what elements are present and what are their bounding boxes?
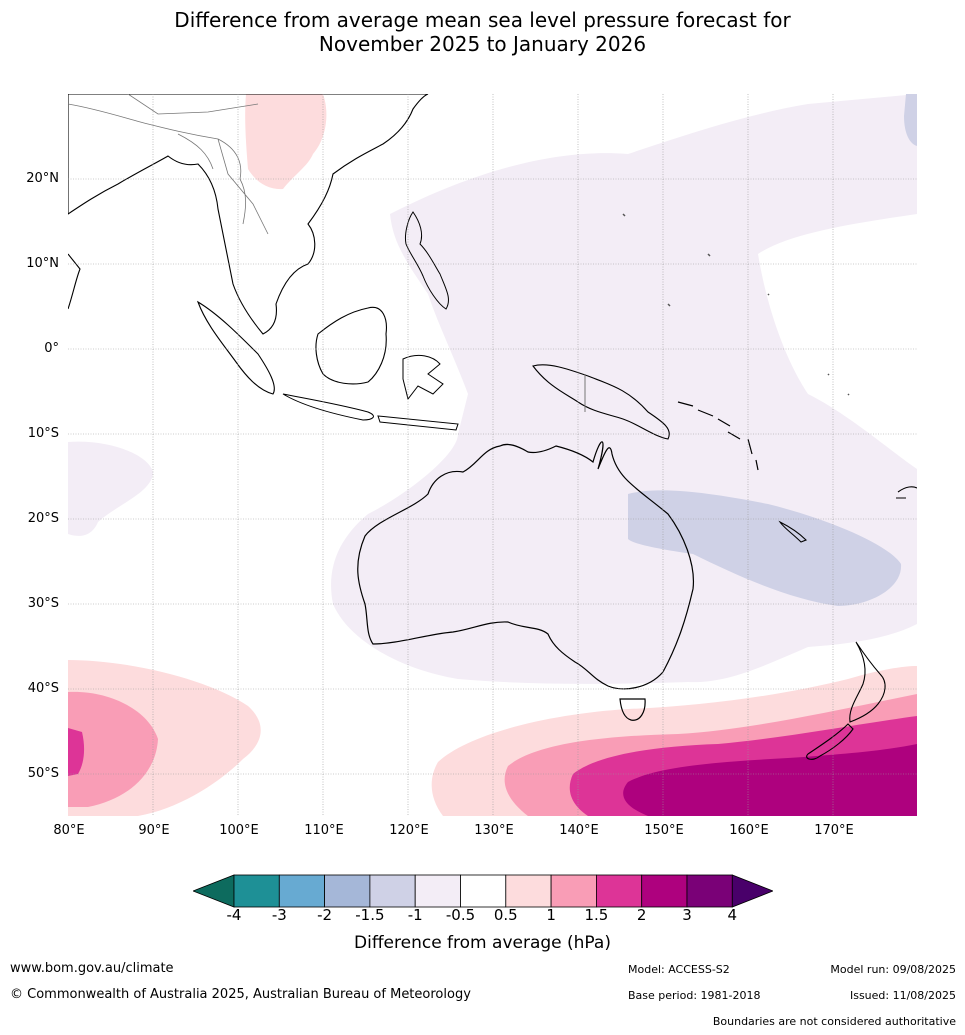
anomaly-region-lavender-blue-ne [904,94,917,146]
lat-label-20s: 20°S [27,511,59,526]
lesser-sunda-coastline [377,415,459,431]
colorbar-swatch [505,874,552,908]
lat-label-10n: 10°N [26,256,59,271]
lon-label-130e: 130°E [474,823,514,838]
footer-model: Model: ACCESS-S2 [628,963,730,976]
lon-label-170e: 170°E [814,823,854,838]
new-zealand-coastline [806,641,886,760]
colorbar-swatch [460,874,507,908]
lon-label-140e: 140°E [559,823,599,838]
colorbar-tick-label: 3 [682,906,692,924]
colorbar-swatch [324,874,371,908]
colorbar-swatch [641,874,688,908]
colorbar-label: Difference from average (hPa) [354,933,611,953]
colorbar [191,874,775,908]
lat-label-30s: 30°S [27,596,59,611]
colorbar-tick-label: -4 [226,906,242,924]
anomaly-region-pink-sw [68,691,158,807]
vanuatu-islands [747,438,759,471]
pressure-anomaly-map [68,94,917,816]
colorbar-extend-high [731,874,775,908]
footer-base-period: Base period: 1981-2018 [628,989,761,1002]
lat-label-20n: 20°N [26,171,59,186]
australia-coastline [357,441,695,690]
lon-label-120e: 120°E [389,823,429,838]
lat-label-50s: 50°S [27,766,59,781]
lat-label-equator: 0° [44,341,59,356]
colorbar-tick-label: 4 [727,906,738,924]
footer-copyright: © Commonwealth of Australia 2025, Austra… [10,987,471,1002]
country-borders [68,94,269,235]
sulawesi-coastline [402,354,444,401]
india-coastline [68,253,81,310]
lon-label-160e: 160°E [729,823,769,838]
chart-title: Difference from average mean sea level p… [0,8,965,56]
colorbar-swatch [550,874,597,908]
colorbar-tick-label: -1.5 [355,906,385,924]
colorbar-tick-label: -2 [317,906,333,924]
colorbar-tick-label: 2 [636,906,647,924]
colorbar-tick-label: 0.5 [493,906,518,924]
colorbar-swatch [278,874,326,908]
colorbar-swatch [686,874,733,908]
solomon-islands [677,401,741,440]
footer-issued: Issued: 11/08/2025 [849,989,956,1002]
lat-label-10s: 10°S [27,426,59,441]
tasmania-coastline [619,698,646,721]
footer-model-run: Model run: 09/08/2025 [830,963,956,976]
micronesia-islands [622,213,850,396]
colorbar-tick-label: 1 [546,906,556,924]
lon-label-150e: 150°E [644,823,684,838]
lon-label-90e: 90°E [138,823,170,838]
colorbar-tick-label: 1.5 [584,906,609,924]
colorbar-tick-label: -3 [271,906,287,924]
colorbar-tick-label: -0.5 [445,906,476,924]
borneo-coastline [315,306,387,385]
colorbar-tick-label: -1 [407,906,423,924]
anomaly-region-west-lavender [68,441,153,536]
colorbar-swatch [369,874,416,908]
lat-label-40s: 40°S [27,681,59,696]
colorbar-extend-low [191,874,235,908]
anomaly-region-light-pink-indochina [245,94,327,190]
colorbar-swatch [414,874,461,908]
title-line-1: Difference from average mean sea level p… [174,8,791,32]
title-line-2: November 2025 to January 2026 [318,32,647,56]
colorbar-swatch [233,874,280,908]
footer-website: www.bom.gov.au/climate [10,961,174,976]
lon-label-100e: 100°E [219,823,259,838]
anomaly-region-deep-magenta-se [623,744,917,816]
anomaly-region-magenta-sw [68,728,85,776]
graticule [68,94,917,816]
footer-disclaimer: Boundaries are not considered authoritat… [712,1015,956,1028]
java-coastline [282,393,374,421]
lon-label-110e: 110°E [304,823,344,838]
new-caledonia-island [778,520,807,543]
philippines-coastline [405,211,449,310]
fiji-islands [896,486,917,499]
colorbar-swatch [595,874,643,908]
asia-mainland-coastline [68,94,429,335]
lon-label-80e: 80°E [53,823,85,838]
